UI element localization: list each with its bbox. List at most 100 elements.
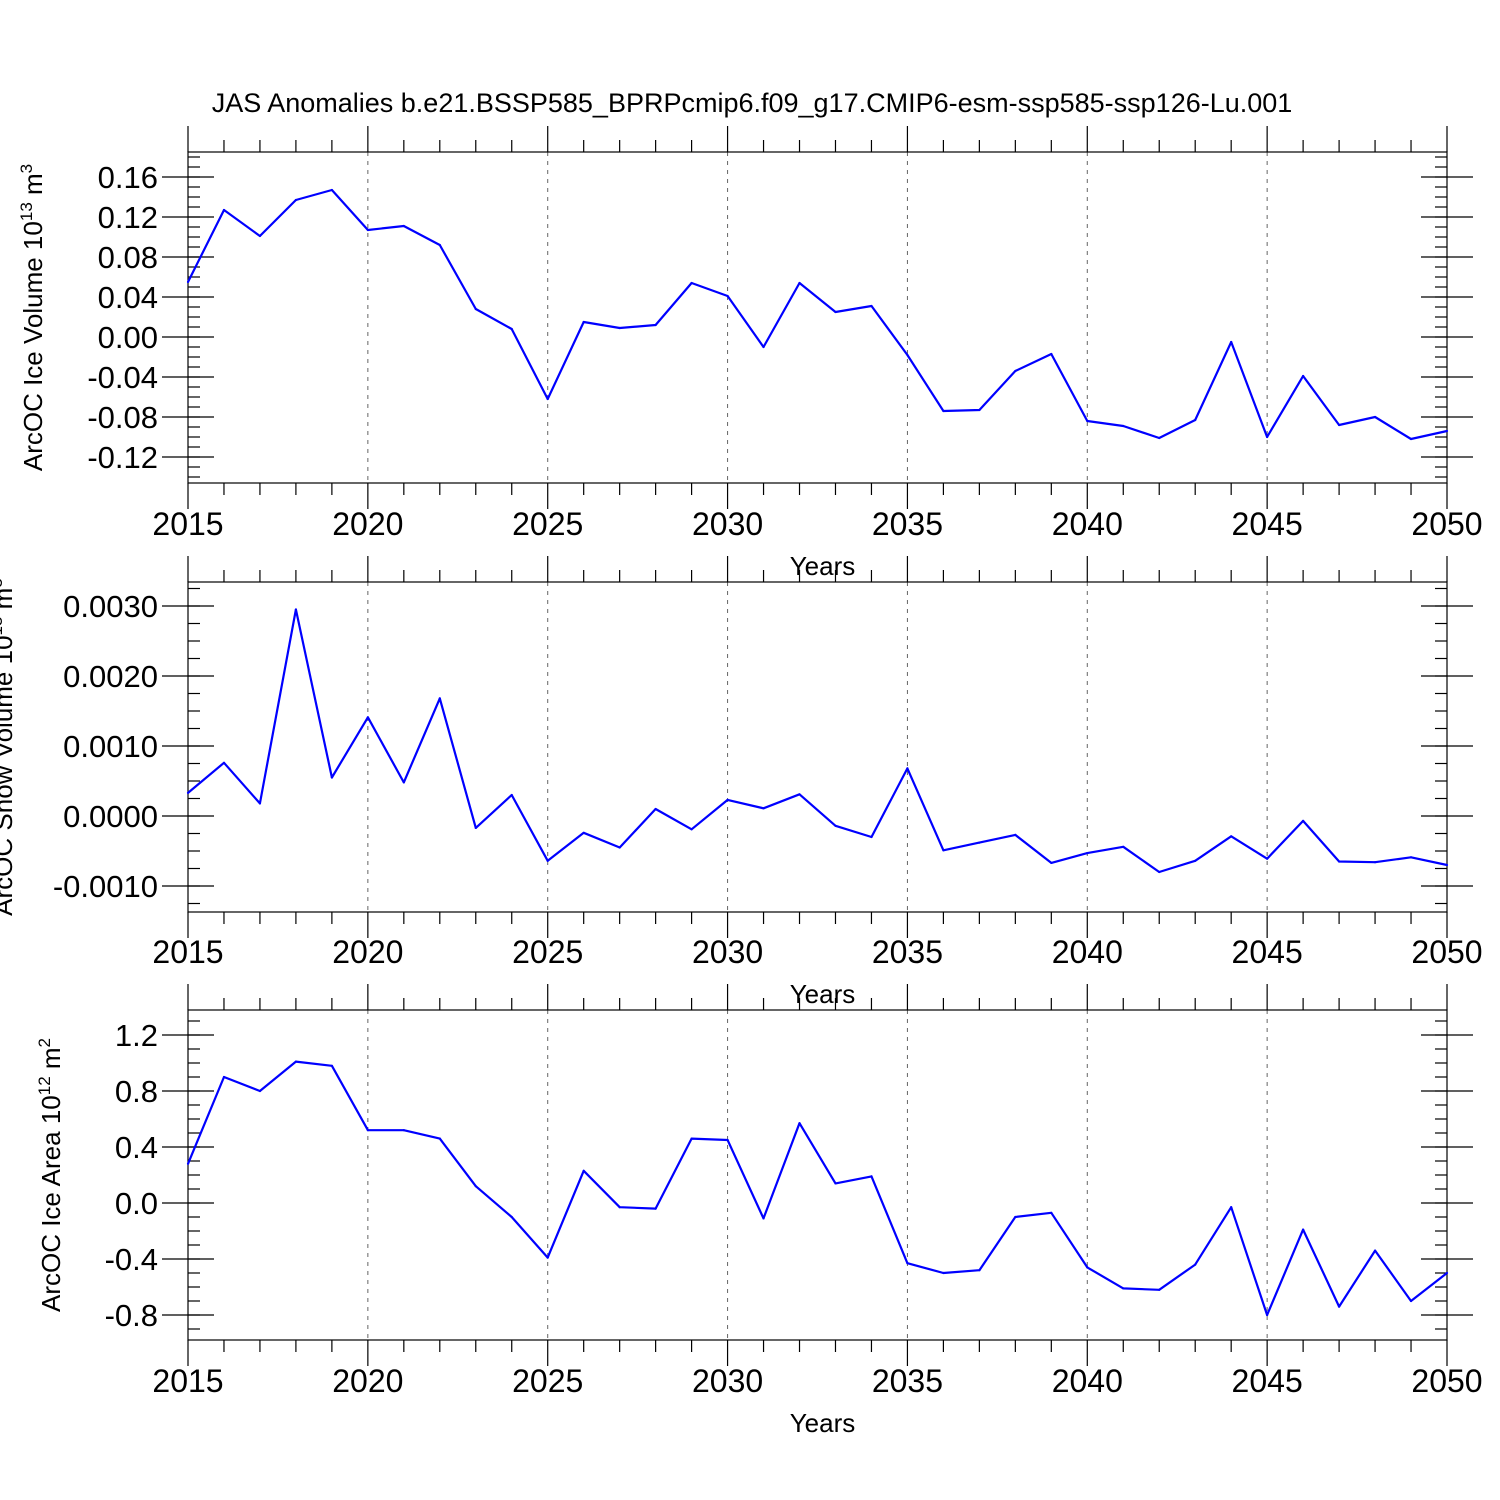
data-point [1230, 340, 1233, 344]
data-point [1050, 861, 1053, 865]
x-tick-label: 2020 [332, 506, 403, 542]
data-point [1409, 856, 1413, 859]
data-point [654, 807, 657, 811]
data-point [1158, 1288, 1161, 1291]
data-point [654, 323, 657, 327]
y-tick-label: 0.0 [115, 1186, 158, 1221]
data-point [1014, 833, 1017, 837]
x-tick-label: 2045 [1232, 1363, 1303, 1399]
x-tick-label: 2035 [872, 934, 943, 970]
x-tick-label: 2045 [1232, 506, 1303, 542]
panel-2: 2015 2020 2025 2030 2035 2040 2045 2050 Years -0.… [0, 556, 1483, 1009]
x-tick-label: 2015 [152, 506, 223, 542]
data-point [402, 224, 405, 228]
data-point [258, 234, 262, 238]
data-point [222, 1075, 226, 1079]
data-point [294, 198, 298, 202]
data-point [186, 791, 190, 795]
data-point [726, 1138, 729, 1142]
data-point [1409, 1299, 1413, 1303]
data-point [1373, 1249, 1377, 1252]
x-tick-label: 2035 [872, 1363, 943, 1399]
data-point [438, 1137, 441, 1140]
data-point [1337, 423, 1341, 427]
data-point [1337, 1305, 1341, 1308]
data-point [690, 1137, 693, 1140]
data-point [654, 1207, 657, 1210]
data-point [1230, 1206, 1233, 1209]
data-point [906, 767, 909, 770]
x-tick-label: 2035 [872, 506, 943, 542]
data-point [1302, 819, 1305, 823]
series-line [186, 1060, 1448, 1317]
data-point [1302, 374, 1305, 378]
data-point [834, 1182, 837, 1185]
data-point [510, 793, 513, 797]
data-point [474, 307, 477, 311]
data-point [798, 281, 801, 285]
series-line [187, 188, 1448, 441]
x-tick-label: 2020 [332, 934, 403, 970]
data-point [1158, 436, 1161, 440]
x-tick-label: 2025 [512, 1363, 583, 1399]
y-tick-label: 0.00 [98, 320, 158, 355]
data-point [618, 846, 621, 849]
data-point [366, 716, 369, 719]
data-point [978, 1269, 981, 1272]
data-point [1373, 861, 1377, 864]
data-point [1266, 1313, 1269, 1317]
data-point [618, 1206, 621, 1209]
x-tick-label: 2030 [692, 1363, 763, 1399]
x-tick-label: 2020 [332, 1363, 403, 1399]
data-point [510, 1215, 513, 1219]
data-point [1302, 1228, 1305, 1231]
x-tick-label: 2040 [1052, 506, 1123, 542]
data-point [1194, 1263, 1197, 1266]
data-point [1014, 1215, 1017, 1219]
data-point [1445, 1271, 1449, 1275]
y-axis-label: ArcOC Snow Volume 1013 m3 [0, 578, 18, 916]
y-tick-label: 0.16 [98, 160, 158, 195]
y-tick-label: 0.12 [98, 200, 158, 235]
data-point [330, 1064, 333, 1067]
y-tick-label: -0.12 [87, 440, 158, 475]
data-point [474, 1185, 477, 1188]
data-point [294, 1060, 298, 1063]
plot-frame [187, 151, 1448, 484]
y-tick-label: 0.0030 [63, 589, 158, 624]
series-line [187, 608, 1448, 874]
data-point [726, 294, 729, 298]
x-tick-label: 2015 [152, 934, 223, 970]
x-tick-label: 2025 [512, 934, 583, 970]
data-point [1230, 835, 1233, 838]
data-point [1445, 429, 1449, 433]
data-point [294, 608, 298, 611]
data-point [1337, 860, 1341, 863]
data-point [1194, 859, 1197, 862]
data-point [438, 243, 441, 247]
data-point [870, 835, 873, 839]
y-tick-label: 0.08 [98, 240, 158, 275]
data-point [582, 320, 585, 324]
y-tick-label: -0.8 [105, 1298, 158, 1333]
data-point [186, 280, 190, 284]
data-point [366, 1129, 369, 1132]
data-point [978, 841, 981, 844]
data-point [870, 1175, 873, 1178]
x-tick-label: 2030 [692, 934, 763, 970]
data-point [1086, 852, 1089, 855]
data-point [1050, 352, 1053, 356]
data-point [978, 408, 981, 412]
data-point [402, 781, 405, 784]
data-point [870, 304, 873, 308]
data-point [906, 1262, 909, 1265]
data-point [402, 1129, 405, 1132]
data-point [1050, 1211, 1053, 1214]
data-point [942, 849, 945, 852]
data-point [474, 826, 477, 830]
data-point [186, 1162, 190, 1165]
data-point [546, 1256, 549, 1259]
data-point [546, 859, 549, 862]
x-tick-label: 2040 [1052, 934, 1123, 970]
data-point [1194, 418, 1197, 422]
